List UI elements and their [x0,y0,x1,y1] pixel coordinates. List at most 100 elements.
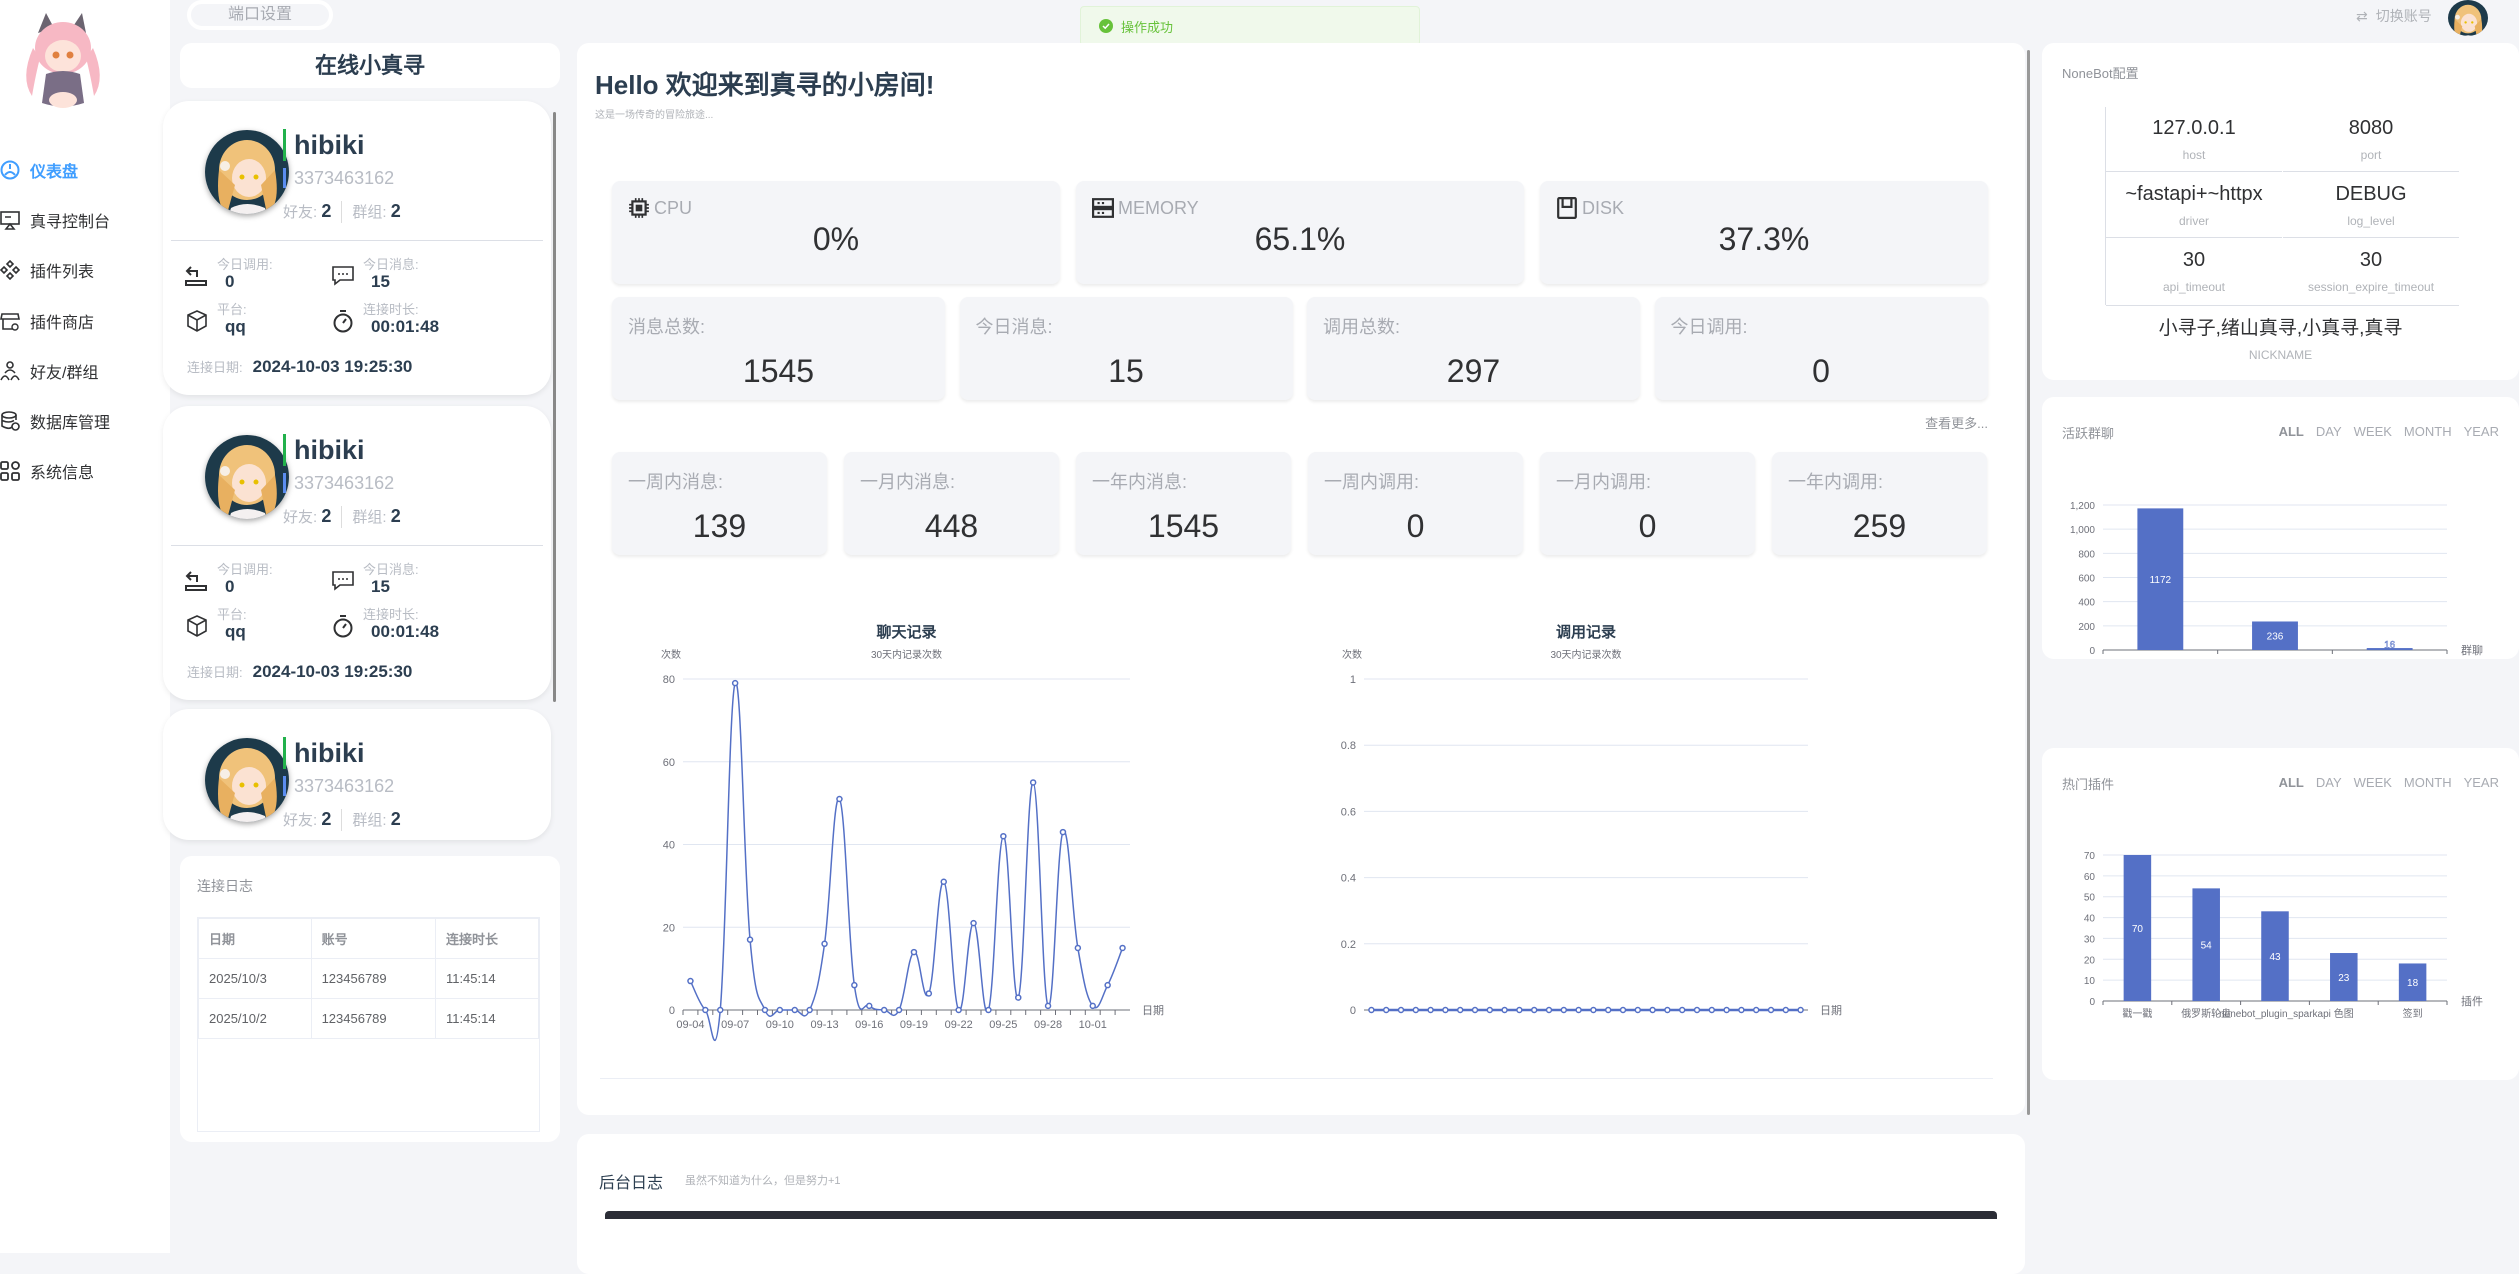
bar [2192,888,2220,1001]
x-axis-label: 日期 [1142,1004,1164,1017]
account-id: 3373463162 [283,168,394,188]
table-cell: 2025/10/2 [198,998,312,1039]
groups-label: 群组: [352,509,387,526]
sidebar-item-0[interactable]: 仪表盘 [0,158,78,182]
duration-icon [333,310,353,333]
period-label: 一周内消息: [628,472,724,492]
config-key: session_expire_timeout [2307,280,2435,294]
period-value: 448 [924,508,979,544]
total-card: 调用总数: 297 [1307,297,1640,400]
account-name: hibiki [283,737,365,769]
sidebar-item-5[interactable]: 数据库管理 [0,409,110,433]
resource-value: 37.3% [1718,221,1810,257]
period-value: 259 [1852,508,1907,544]
config-title: NoneBot配置 [2062,66,2139,81]
y-tick-label: 80 [663,674,675,686]
data-point [791,1006,798,1014]
data-point [1738,1006,1745,1014]
tab-year[interactable]: YEAR [2463,424,2499,439]
switch-account-button[interactable]: ⇄ 切换账号 [2356,6,2432,26]
data-point [895,1006,903,1014]
data-point [940,878,947,885]
account-card[interactable]: hibiki 3373463162 好友: 2 群组: 2 今日调用: 0 今日消息: 1… [163,101,551,395]
data-point [1089,1002,1096,1010]
today-calls: 今日调用: 0 [185,258,273,292]
tab-week[interactable]: WEEK [2353,775,2392,790]
tab-day[interactable]: DAY [2315,424,2342,439]
log-terminal [605,1211,1997,1219]
today-calls: 今日调用: 0 [185,563,273,597]
tab-year[interactable]: YEAR [2463,775,2499,790]
platform-label: 平台: [217,302,247,317]
total-label: 调用总数: [1323,317,1401,337]
view-more-link[interactable]: 查看更多... [1925,416,1988,431]
hot-plugins-card: 热门插件 ALL DAY WEEK MONTH YEAR 0 10 20 30 40 50 60 70… [2042,748,2519,1080]
column-header[interactable]: 账号 [310,918,436,959]
data-point [1590,1006,1597,1014]
account-card[interactable]: hibiki 3373463162 好友: 2 群组: 2 [163,709,551,840]
connect-date-label: 连接日期: [187,665,243,680]
y-tick-label: 70 [2084,851,2096,862]
account-card[interactable]: hibiki 3373463162 好友: 2 群组: 2 今日调用: 0 今日消息: 1… [163,406,551,700]
config-key: driver [2178,214,2209,228]
account-avatar [205,435,289,519]
port-settings-button[interactable]: 端口设置 [187,0,333,30]
table-cell: 123456789 [310,958,436,999]
groups-label: 群组: [352,204,387,221]
x-tick-label: 09-04 [676,1019,704,1031]
connect-date: 连接日期: 2024-10-03 19:25:30 [187,357,412,377]
main-scrollbar[interactable] [2027,50,2030,1115]
sidebar-item-label: 仪表盘 [30,164,79,181]
accounts-scrollbar[interactable] [553,112,556,702]
groups-count: 2 [390,809,401,829]
sidebar-item-1[interactable]: 真寻控制台 [0,208,110,232]
friends-count: 2 [321,506,332,526]
friends-count: 2 [321,201,332,221]
sidebar-item-label: 插件商店 [30,315,95,332]
tab-month[interactable]: MONTH [2403,424,2452,439]
page-subtitle: 这是一场传奇的冒险旅途... [595,110,714,121]
sidebar-item-2[interactable]: 插件列表 [0,258,94,282]
column-header[interactable]: 连接时长 [434,918,540,959]
duration-icon [333,615,353,638]
period-label: 一月内调用: [1556,472,1652,492]
resource-card-cpu: CPU 0% [612,181,1060,284]
duration: 连接时长: 00:01:48 [331,608,439,642]
config-value: 30 [2359,249,2383,271]
toast-message: 操作成功 [1121,19,1174,35]
hot-plugins-title: 热门插件 [2062,777,2115,792]
column-header[interactable]: 日期 [198,918,312,959]
platform-icon [187,615,207,637]
user-avatar[interactable] [2448,0,2488,36]
connection-log-title: 连接日志 [197,878,253,894]
bar-value-label: 43 [2269,952,2281,963]
sidebar-item-6[interactable]: 系统信息 [0,459,94,483]
platform: 平台: qq [185,608,247,642]
today-calls-icon [185,266,207,286]
period-label: 一周内调用: [1324,472,1420,492]
plugins-icon [0,260,20,280]
table-row: 2025/10/3 123456789 11:45:14 [198,958,540,999]
disk-icon [1557,197,1577,219]
sidebar-item-label: 好友/群组 [30,365,99,382]
tab-all[interactable]: ALL [2278,424,2304,439]
sidebar-item-3[interactable]: 插件商店 [0,309,94,333]
data-point [776,1006,784,1014]
data-point [1575,1006,1582,1014]
y-tick-label: 30 [2084,934,2096,945]
tab-all[interactable]: ALL [2278,775,2304,790]
data-point [1397,1006,1405,1014]
data-point [1516,1006,1523,1014]
logo-image [26,13,100,108]
tab-month[interactable]: MONTH [2403,775,2452,790]
today-calls-label: 今日调用: [217,562,273,577]
sidebar-item-4[interactable]: 好友/群组 [0,359,98,383]
sidebar-item-label: 数据库管理 [30,415,111,432]
divider [171,240,543,241]
tab-day[interactable]: DAY [2315,775,2342,790]
backend-log-subtitle: 虽然不知道为什么，但是努力+1 [685,1175,841,1187]
chart-subtitle: 30天内记录次数 [1550,648,1621,661]
tab-week[interactable]: WEEK [2353,424,2392,439]
active-groups-card: 活跃群聊 ALL DAY WEEK MONTH YEAR 0 200 400 600 800 1,… [2042,397,2519,659]
data-point [1723,1006,1730,1014]
